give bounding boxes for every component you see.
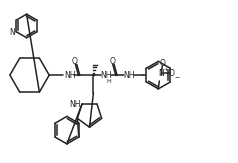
Text: NH: NH [123,71,134,80]
Text: H: H [107,79,112,83]
Text: O: O [159,59,165,68]
Text: O: O [109,57,115,66]
Text: N: N [159,69,164,78]
Text: O: O [168,69,174,78]
Text: N: N [10,28,15,37]
Text: NH: NH [100,71,112,80]
Text: O: O [72,57,78,66]
Text: −: − [174,75,180,80]
Text: +: + [164,67,169,72]
Text: NH: NH [64,71,76,80]
Text: NH: NH [69,100,81,109]
